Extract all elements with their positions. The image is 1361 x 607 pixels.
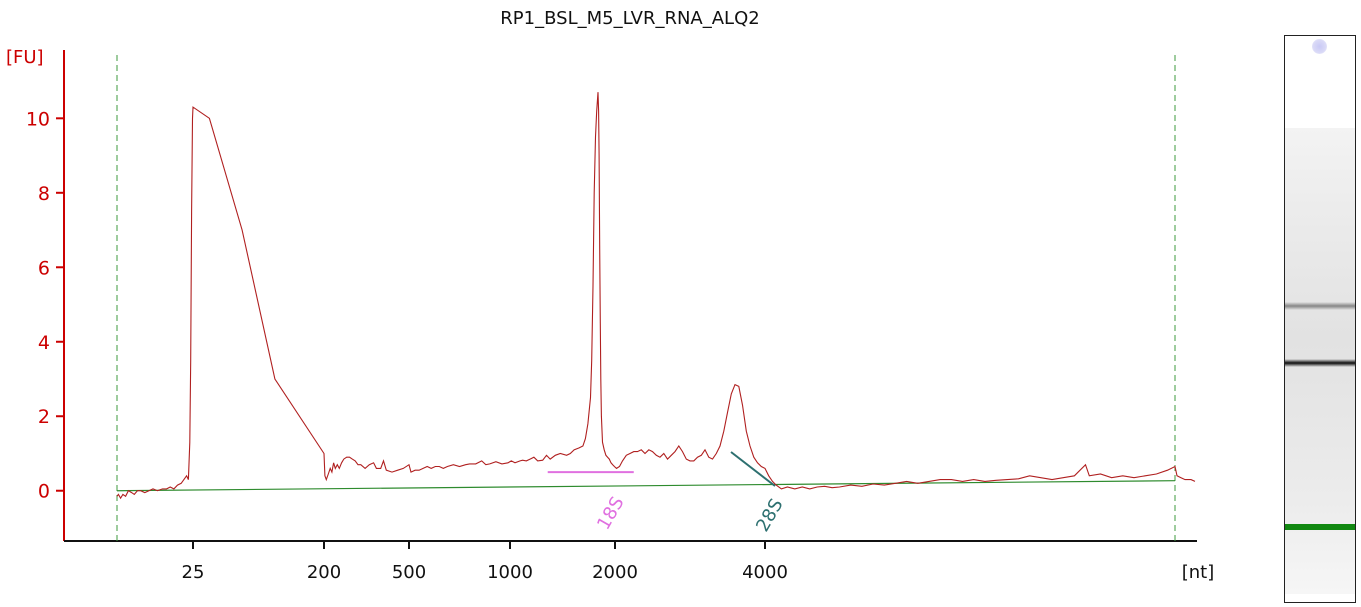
y-tick-label: 10 — [26, 108, 50, 130]
x-tick-label: 2000 — [592, 562, 638, 583]
gel-top-spot-icon — [1312, 39, 1327, 54]
x-tick-label: 200 — [307, 562, 341, 583]
x-tick-label: 4000 — [742, 562, 788, 583]
gel-lane-image — [1284, 35, 1356, 603]
chart-title: RP1_BSL_M5_LVR_RNA_ALQ2 — [500, 8, 760, 29]
peak-18s-label: 18S — [593, 493, 628, 533]
gel-band — [1285, 358, 1355, 367]
baseline-line — [116, 480, 1176, 492]
x-tick-label: 500 — [392, 562, 426, 583]
electropherogram-chart: [FU] 0 2 4 6 8 10 25 200 500 1000 2000 4000 [nt] 18S 28… — [6, 47, 1215, 583]
y-tick-label: 6 — [38, 257, 50, 279]
y-tick-label: 4 — [38, 332, 50, 354]
gel-band — [1285, 301, 1355, 310]
fluorescence-trace — [116, 92, 1196, 500]
y-tick-label: 8 — [38, 183, 50, 205]
x-tick-label: 25 — [182, 562, 205, 583]
x-tick-label: 1000 — [487, 562, 533, 583]
gel-marker-band — [1285, 524, 1355, 531]
y-tick-label: 2 — [38, 406, 50, 428]
peak-28s-label: 28S — [752, 495, 787, 535]
y-axis-label: [FU] — [6, 47, 44, 68]
y-tick-label: 0 — [38, 481, 50, 503]
x-axis-label: [nt] — [1182, 562, 1215, 583]
peak-28s-region-line — [730, 451, 776, 487]
